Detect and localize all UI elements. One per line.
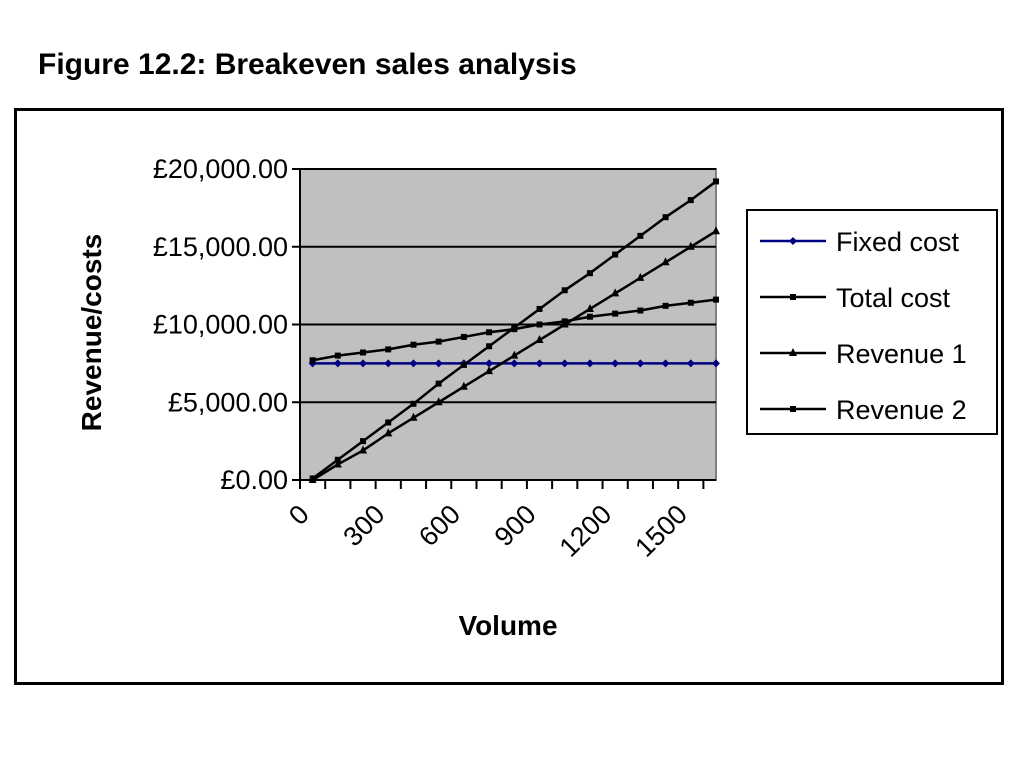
data-point xyxy=(713,296,719,303)
data-point xyxy=(636,272,645,281)
series xyxy=(308,178,720,483)
data-point xyxy=(612,251,619,258)
legend-marker xyxy=(790,294,796,300)
breakeven-chart: £0.00 £5,000.00 £10,000.00 £15,000.00 £20,00… xyxy=(76,154,998,641)
data-point xyxy=(360,438,367,445)
data-point xyxy=(333,359,342,368)
data-point xyxy=(536,305,543,312)
data-point xyxy=(560,319,569,328)
legend-marker xyxy=(789,348,797,356)
y-tick-label: £10,000.00 xyxy=(153,310,288,340)
data-point xyxy=(686,359,695,368)
data-point xyxy=(435,338,442,345)
x-tick-label: 600 xyxy=(413,499,466,552)
data-point xyxy=(662,302,669,309)
data-point xyxy=(712,226,720,235)
chart-frame: £0.00 £5,000.00 £10,000.00 £15,000.00 £20,00… xyxy=(14,108,1004,685)
data-point xyxy=(661,257,670,266)
data-point xyxy=(612,310,619,317)
data-point xyxy=(712,359,720,368)
data-point xyxy=(535,359,544,368)
data-point xyxy=(410,400,417,407)
data-point xyxy=(687,197,694,204)
legend-label: Total cost xyxy=(836,283,951,313)
axes xyxy=(292,168,716,489)
data-point xyxy=(334,352,341,359)
legend-label: Revenue 1 xyxy=(836,339,967,369)
data-point xyxy=(560,359,569,368)
data-point xyxy=(586,313,593,320)
data-point xyxy=(637,307,644,314)
data-point xyxy=(434,359,443,368)
data-point xyxy=(586,270,593,277)
data-point xyxy=(333,459,342,468)
y-tick-label: £20,000.00 xyxy=(153,154,288,184)
data-point xyxy=(585,303,594,312)
data-point xyxy=(713,178,719,185)
data-point xyxy=(385,346,392,353)
data-point xyxy=(511,324,518,331)
data-point xyxy=(460,361,467,368)
x-tick-label: 1500 xyxy=(629,499,693,563)
x-tick-label: 1200 xyxy=(554,499,618,563)
data-point xyxy=(360,349,367,356)
x-tick-label: 300 xyxy=(337,499,390,552)
data-point xyxy=(485,359,494,368)
data-point xyxy=(662,214,669,221)
x-tick-label: 900 xyxy=(489,499,542,552)
data-point xyxy=(636,359,645,368)
legend-marker xyxy=(790,406,796,412)
data-point xyxy=(359,445,368,454)
data-point xyxy=(309,357,316,364)
data-point xyxy=(359,359,368,368)
legend-box xyxy=(746,209,998,435)
data-point xyxy=(410,341,417,348)
legend-label: Fixed cost xyxy=(836,227,960,257)
data-point xyxy=(510,350,519,359)
data-point xyxy=(409,359,418,368)
data-point xyxy=(510,359,519,368)
y-axis-title: Revenue/costs xyxy=(76,234,107,432)
data-point xyxy=(611,288,620,297)
data-point xyxy=(486,343,493,350)
data-point xyxy=(385,419,392,426)
page-title: Figure 12.2: Breakeven sales analysis xyxy=(38,48,577,81)
legend: Fixed cost Total cost Revenue 1 Revenue 2 xyxy=(746,209,998,435)
plot-area xyxy=(299,168,717,481)
legend-marker xyxy=(789,237,797,245)
data-point xyxy=(384,359,393,368)
data-point xyxy=(434,397,443,406)
data-point xyxy=(309,475,316,482)
series-revenue-2 xyxy=(309,178,719,482)
data-point xyxy=(535,335,544,344)
data-point xyxy=(460,333,467,340)
data-point xyxy=(485,366,494,375)
data-point xyxy=(637,232,644,239)
data-point xyxy=(561,287,568,294)
data-point xyxy=(687,299,694,306)
data-point xyxy=(486,329,493,336)
y-tick-label: £5,000.00 xyxy=(168,387,288,417)
data-point xyxy=(384,428,393,437)
x-tick-label: 0 xyxy=(283,499,315,531)
data-point xyxy=(661,359,670,368)
x-axis-title: Volume xyxy=(458,610,557,641)
data-point xyxy=(686,241,695,250)
data-point xyxy=(435,380,442,387)
data-point xyxy=(334,456,341,463)
data-point xyxy=(611,359,620,368)
legend-label: Revenue 2 xyxy=(836,395,967,425)
data-point xyxy=(536,321,543,328)
data-point xyxy=(585,359,594,368)
data-point xyxy=(409,412,418,421)
y-tick-label: £0.00 xyxy=(220,465,288,495)
y-tick-label: £15,000.00 xyxy=(153,232,288,262)
data-point xyxy=(459,381,468,390)
